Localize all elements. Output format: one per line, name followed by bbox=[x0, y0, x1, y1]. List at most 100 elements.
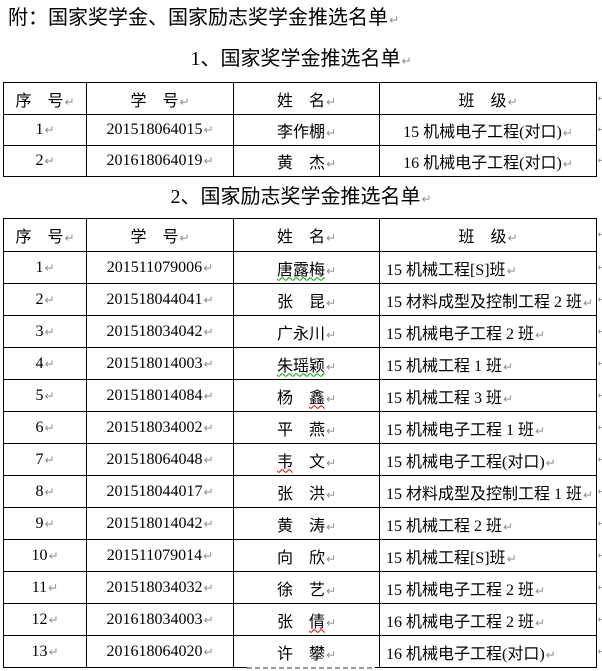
paragraph-mark: ↵ bbox=[203, 154, 214, 168]
name-cell: 许 攀↵ bbox=[233, 635, 380, 668]
paragraph-mark: ↵ bbox=[48, 644, 59, 659]
table-row: 5↵ 201518014084↵ 杨 鑫↵ 15 机械工程 3 班↵ ↵ bbox=[3, 379, 602, 412]
row-end-mark: ↵ bbox=[597, 93, 602, 104]
student-id-cell: 201518044017↵ bbox=[86, 475, 234, 508]
paragraph-mark: ↵ bbox=[203, 516, 214, 531]
name-segment: 许 攀 bbox=[276, 645, 325, 663]
student-id-cell: 201518014042↵ bbox=[86, 507, 234, 540]
paragraph-mark: ↵ bbox=[44, 123, 55, 137]
paragraph-mark: ↵ bbox=[325, 519, 337, 534]
class-cell: 16 机械电子工程(对口)↵ ↵ bbox=[379, 145, 602, 177]
student-id-cell: 201618064020↵ bbox=[86, 635, 234, 668]
paragraph-mark: ↵ bbox=[203, 292, 214, 307]
header-class: 班 级↵ ↵ bbox=[379, 82, 602, 115]
student-id-cell: 201618064019↵ bbox=[86, 145, 234, 177]
paragraph-mark: ↵ bbox=[325, 327, 337, 342]
encouragement-scholarship-table: 序 号↵ 学 号↵ 姓 名↵ 班 级↵ ↵ 1↵ 201511079006↵ 唐露梅↵ 15 机… bbox=[3, 218, 602, 668]
student-id-cell: 201511079006↵ bbox=[86, 251, 234, 284]
paragraph-mark: ↵ bbox=[545, 455, 556, 470]
row-end-mark: ↵ bbox=[597, 422, 602, 433]
class-cell: 15 机械工程 3 班↵ ↵ bbox=[379, 379, 602, 412]
student-id-cell: 201518064015↵ bbox=[86, 114, 234, 146]
paragraph-mark: ↵ bbox=[48, 548, 59, 563]
name-segment: 徐 艺 bbox=[276, 581, 325, 599]
row-end-mark: ↵ bbox=[597, 646, 602, 657]
name-cell: 广永川↵ bbox=[233, 315, 380, 348]
seq-cell: 12↵ bbox=[3, 603, 87, 636]
class-cell: 15 机械电子工程(对口)↵ ↵ bbox=[379, 114, 602, 146]
paragraph-mark: ↵ bbox=[535, 327, 546, 342]
table-row: 2↵ 201518044041↵ 张 昆↵ 15 材料成型及控制工程 2 班↵ ↵ bbox=[3, 283, 602, 316]
name-cell: 黄 涛↵ bbox=[233, 507, 380, 540]
paragraph-mark: ↵ bbox=[503, 359, 514, 374]
paragraph-mark: ↵ bbox=[507, 94, 518, 109]
name-cell: 黄 杰↵ bbox=[233, 145, 380, 177]
table-row: 11↵ 201518034032↵ 徐 艺↵ 15 机械电子工程 2 班↵ ↵ bbox=[3, 571, 602, 604]
name-cell: 张 昆↵ bbox=[233, 283, 380, 316]
paragraph-mark: ↵ bbox=[325, 423, 337, 438]
paragraph-mark: ↵ bbox=[44, 260, 55, 275]
paragraph-mark: ↵ bbox=[389, 13, 400, 27]
table-row: 2↵ 201618064019↵ 黄 杰↵ 16 机械电子工程(对口)↵ ↵ bbox=[3, 145, 602, 177]
paragraph-mark: ↵ bbox=[562, 126, 573, 140]
seq-cell: 9↵ bbox=[3, 507, 87, 540]
paragraph-mark: ↵ bbox=[535, 423, 546, 438]
name-cell: 张 洪↵ bbox=[233, 475, 380, 508]
row-end-mark: ↵ bbox=[597, 614, 602, 625]
table-row: 9↵ 201518014042↵ 黄 涛↵ 15 机械工程 2 班↵ ↵ bbox=[3, 507, 602, 540]
paragraph-mark: ↵ bbox=[203, 580, 214, 595]
name-cell: 平 燕↵ bbox=[233, 411, 380, 444]
seq-cell: 11↵ bbox=[3, 571, 87, 604]
partial-next-row-hint bbox=[247, 667, 375, 669]
table-row: 1↵ 201511079006↵ 唐露梅↵ 15 机械工程[S]班↵ ↵ bbox=[3, 251, 602, 284]
table-row: 8↵ 201518044017↵ 张 洪↵ 15 材料成型及控制工程 1 班↵ ↵ bbox=[3, 475, 602, 508]
student-id-cell: 201511079014↵ bbox=[86, 539, 234, 572]
row-end-mark: ↵ bbox=[597, 155, 602, 167]
class-cell: 15 机械工程[S]班↵ ↵ bbox=[379, 539, 602, 572]
table-row: 7↵ 201518064048↵ 韦 文↵ 15 机械电子工程(对口)↵ ↵ bbox=[3, 443, 602, 476]
seq-cell: 1↵ bbox=[3, 114, 87, 146]
name-segment: 平 燕 bbox=[276, 421, 325, 439]
header-class: 班 级↵ ↵ bbox=[379, 218, 602, 252]
section-title-national-scholarship: 1、国家奖学金推选名单↵ bbox=[0, 48, 602, 72]
table-row: 10↵ 201511079014↵ 向 欣↵ 15 机械工程[S]班↵ ↵ bbox=[3, 539, 602, 572]
table-row: 13↵ 201618064020↵ 许 攀↵ 16 机械电子工程(对口)↵ ↵ bbox=[3, 635, 602, 668]
paragraph-mark: ↵ bbox=[44, 324, 55, 339]
name-segment-spellcheck: 鑫 bbox=[308, 389, 325, 407]
name-segment-spellcheck: 朱瑶颖 bbox=[276, 357, 325, 375]
paragraph-mark: ↵ bbox=[535, 615, 546, 630]
name-segment-spellcheck: 韦 bbox=[276, 453, 293, 471]
paragraph-mark: ↵ bbox=[48, 580, 59, 595]
name-segment-spellcheck: 唐露梅 bbox=[276, 261, 325, 279]
paragraph-mark: ↵ bbox=[325, 647, 337, 662]
class-cell: 15 机械工程[S]班↵ ↵ bbox=[379, 251, 602, 284]
name-segment: 黄 涛 bbox=[276, 517, 325, 535]
name-segment: 向 欣 bbox=[276, 549, 325, 567]
paragraph-mark: ↵ bbox=[325, 391, 337, 406]
student-id-cell: 201518014084↵ bbox=[86, 379, 234, 412]
paragraph-mark: ↵ bbox=[535, 583, 546, 598]
paragraph-mark: ↵ bbox=[503, 391, 514, 406]
national-scholarship-table: 序 号↵ 学 号↵ 姓 名↵ 班 级↵ ↵ 1↵ 201518064015↵ 李作棚↵ 15 机… bbox=[3, 82, 602, 177]
class-cell: 15 机械电子工程(对口)↵ ↵ bbox=[379, 443, 602, 476]
seq-cell: 10↵ bbox=[3, 539, 87, 572]
paragraph-mark: ↵ bbox=[203, 123, 214, 137]
paragraph-mark: ↵ bbox=[503, 519, 514, 534]
section-title-text: 1、国家奖学金推选名单 bbox=[190, 48, 401, 70]
paragraph-mark: ↵ bbox=[506, 551, 517, 566]
name-cell: 朱瑶颖↵ bbox=[233, 347, 380, 380]
paragraph-mark: ↵ bbox=[44, 154, 55, 168]
row-end-mark: ↵ bbox=[597, 454, 602, 465]
paragraph-mark: ↵ bbox=[583, 487, 594, 502]
paragraph-mark: ↵ bbox=[583, 295, 594, 310]
class-cell: 15 材料成型及控制工程 2 班↵ ↵ bbox=[379, 283, 602, 316]
name-segment: 文 bbox=[292, 453, 325, 471]
paragraph-mark: ↵ bbox=[325, 359, 337, 374]
paragraph-mark: ↵ bbox=[44, 452, 55, 467]
name-segment: 广永川 bbox=[276, 325, 325, 343]
paragraph-mark: ↵ bbox=[44, 516, 55, 531]
header-name: 姓 名↵ bbox=[233, 82, 380, 115]
name-cell: 杨 鑫↵ bbox=[233, 379, 380, 412]
row-end-mark: ↵ bbox=[597, 486, 602, 497]
row-end-mark: ↵ bbox=[597, 294, 602, 305]
